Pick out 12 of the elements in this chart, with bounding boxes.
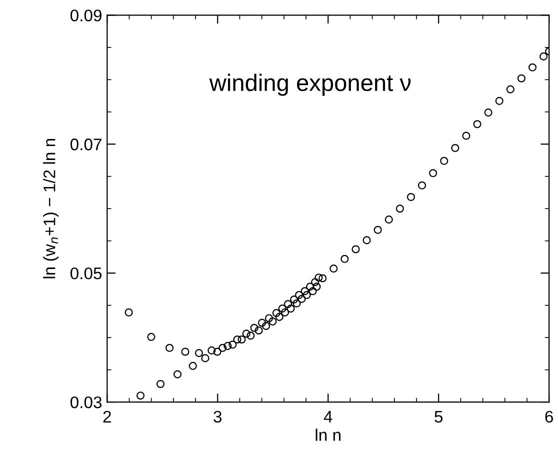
x-axis-title: ln n [316,428,340,441]
x-tick-label: 4 [324,410,332,422]
y-axis-title: ln (w$_{n}$+1) − 1/2 ln n [43,139,59,278]
x-tick-label: 5 [434,410,443,423]
y-tick-label: 0.05 [70,267,102,280]
y-tick-label: 0.03 [70,396,102,408]
x-tick-label: 3 [214,410,222,423]
x-tick-label: 6 [545,410,553,423]
x-tick-label: 2 [103,410,111,422]
annotation: winding exponent ν [209,74,411,96]
y-tick-label: 0.07 [70,138,102,150]
y-tick-label: 0.09 [70,10,102,22]
